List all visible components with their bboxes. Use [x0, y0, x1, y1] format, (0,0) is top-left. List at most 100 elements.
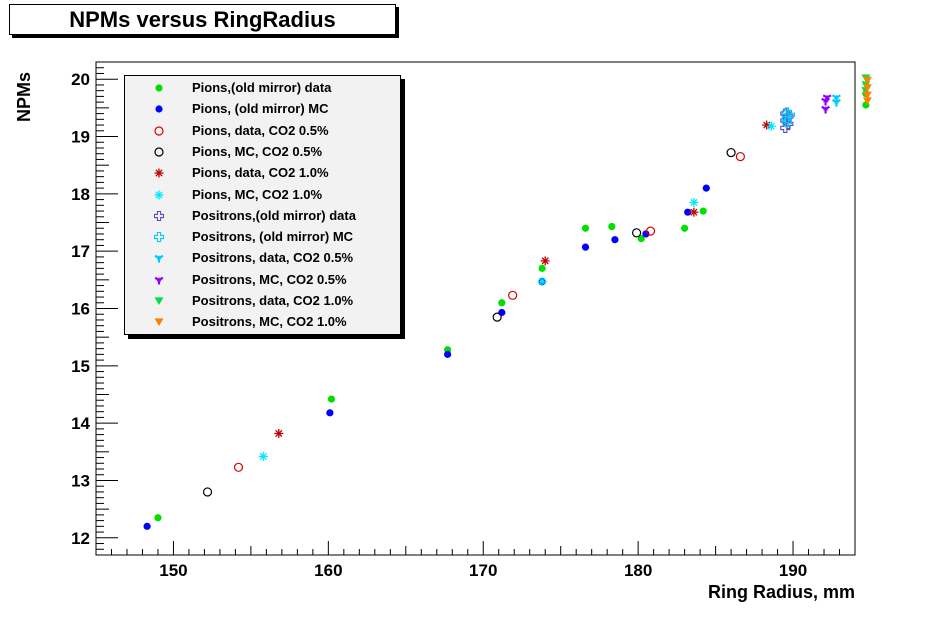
- data-point-series-1: [327, 395, 336, 403]
- legend-label: Positrons, MC, CO2 1.0%: [192, 314, 347, 330]
- data-point-series-6: [258, 451, 268, 461]
- legend-entry: Positrons, MC, CO2 1.0%: [125, 314, 400, 332]
- data-point-series-6: [766, 121, 776, 131]
- legend-marker-shape: [153, 232, 165, 243]
- data-point-series-2: [702, 184, 710, 192]
- legend-marker-shape: [154, 318, 164, 327]
- legend-marker: [155, 105, 163, 113]
- legend-marker: [155, 84, 163, 92]
- data-point-series-9: [831, 94, 841, 103]
- data-point-series-2: [611, 236, 619, 244]
- legend-entry: Positrons, MC, CO2 0.5%: [125, 272, 400, 290]
- data-point-series-12: [862, 97, 872, 106]
- legend-marker-shape: [155, 84, 163, 92]
- legend-entry: Pions, (old mirror) MC: [125, 101, 400, 119]
- legend-label: Pions, (old mirror) MC: [192, 101, 329, 117]
- legend-label: Pions, data, CO2 0.5%: [192, 122, 329, 138]
- data-point-series-6: [537, 277, 547, 287]
- data-point-series-5: [540, 256, 550, 266]
- x-tick-label: 180: [624, 561, 652, 580]
- legend-marker-shape: [154, 255, 164, 263]
- data-point-series-1: [637, 234, 645, 243]
- data-point-series-2: [444, 350, 452, 358]
- legend-marker-shape: [154, 125, 164, 136]
- legend-marker: [154, 190, 164, 199]
- legend-label: Positrons, data, CO2 1.0%: [192, 293, 354, 308]
- data-point-series-2: [498, 308, 506, 317]
- legend-marker-shape: [154, 276, 164, 285]
- legend-marker: [154, 147, 164, 157]
- y-tick-label: 17: [71, 242, 90, 261]
- data-point-series-6: [689, 197, 699, 207]
- data-point-series-2: [642, 230, 650, 238]
- legend-marker: [154, 276, 164, 285]
- legend-entry: Positrons, data, CO2 1.0%: [125, 293, 400, 311]
- data-point-series-1: [154, 514, 162, 522]
- x-tick-label: 190: [779, 561, 807, 580]
- data-point-series-1: [538, 264, 546, 272]
- legend-label: Pions,(old mirror) data: [192, 80, 332, 95]
- legend-label: Positrons, (old mirror) MC: [192, 229, 354, 245]
- data-point-series-4: [492, 312, 502, 322]
- data-point-series-5: [689, 207, 699, 217]
- legend-marker: [154, 297, 164, 306]
- data-point-series-1: [581, 224, 590, 232]
- data-point-series-1: [498, 299, 506, 307]
- x-tick-label: 160: [314, 561, 342, 580]
- legend-marker: [154, 318, 164, 327]
- legend-entry: Pions, MC, CO2 1.0%: [125, 187, 400, 205]
- data-point-series-1: [608, 222, 616, 231]
- legend-entry: Pions, data, CO2 1.0%: [125, 165, 400, 183]
- data-point-series-1: [681, 224, 689, 232]
- data-points: [143, 74, 872, 530]
- data-point-series-7: [783, 118, 794, 129]
- legend-entry: Pions, data, CO2 0.5%: [125, 123, 400, 141]
- data-point-series-3: [735, 151, 745, 162]
- y-tick-label: 13: [71, 471, 90, 490]
- legend-marker: [154, 255, 164, 263]
- data-point-series-8: [784, 109, 795, 120]
- data-point-series-12: [862, 76, 872, 85]
- legend-marker: [154, 125, 164, 136]
- legend-entry: Positrons, (old mirror) MC: [125, 229, 400, 247]
- legend-label: Pions, MC, CO2 0.5%: [192, 143, 323, 159]
- data-point-series-4: [202, 487, 213, 497]
- data-point-series-3: [233, 462, 244, 472]
- x-tick-label: 170: [469, 561, 497, 580]
- y-tick-label: 19: [71, 128, 90, 147]
- data-point-series-1: [699, 207, 707, 215]
- y-tick-label: 20: [71, 70, 90, 89]
- y-axis-label: NPMs: [14, 71, 34, 122]
- chart-title: NPMs versus RingRadius: [69, 7, 336, 32]
- data-point-series-10: [821, 105, 831, 114]
- legend-marker-shape: [154, 147, 164, 157]
- x-axis-label: Ring Radius, mm: [707, 582, 855, 602]
- data-point-series-12: [862, 91, 872, 100]
- legend-marker-shape: [154, 168, 164, 178]
- data-point-series-3: [645, 226, 656, 236]
- data-point-series-2: [581, 243, 590, 251]
- y-tick-label: 16: [71, 300, 90, 319]
- legend: Pions,(old mirror) data Pions, (old mirro…: [124, 75, 401, 335]
- data-point-series-2: [326, 409, 334, 417]
- data-point-series-10: [821, 97, 831, 106]
- x-axis: 150 160 170 180 190: [95, 541, 856, 580]
- legend-marker: [154, 168, 164, 178]
- y-axis: 12 13 14 15 16 17 18 19 20: [71, 61, 118, 556]
- legend-marker-shape: [154, 297, 164, 306]
- data-point-series-2: [684, 208, 692, 216]
- legend-label: Positrons,(old mirror) data: [192, 207, 356, 223]
- legend-marker: [153, 210, 165, 221]
- legend-entry: Pions, MC, CO2 0.5%: [125, 144, 400, 162]
- x-tick-label: 150: [159, 561, 187, 580]
- y-tick-label: 14: [71, 414, 90, 433]
- data-point-series-3: [508, 290, 518, 300]
- data-point-series-5: [274, 428, 284, 438]
- data-point-series-2: [143, 522, 151, 530]
- legend-label: Positrons, data, CO2 0.5%: [192, 250, 354, 266]
- data-point-series-4: [631, 228, 642, 238]
- legend-marker-shape: [153, 210, 165, 221]
- legend-label: Pions, MC, CO2 1.0%: [192, 186, 323, 202]
- legend-entry: Positrons,(old mirror) data: [125, 208, 400, 226]
